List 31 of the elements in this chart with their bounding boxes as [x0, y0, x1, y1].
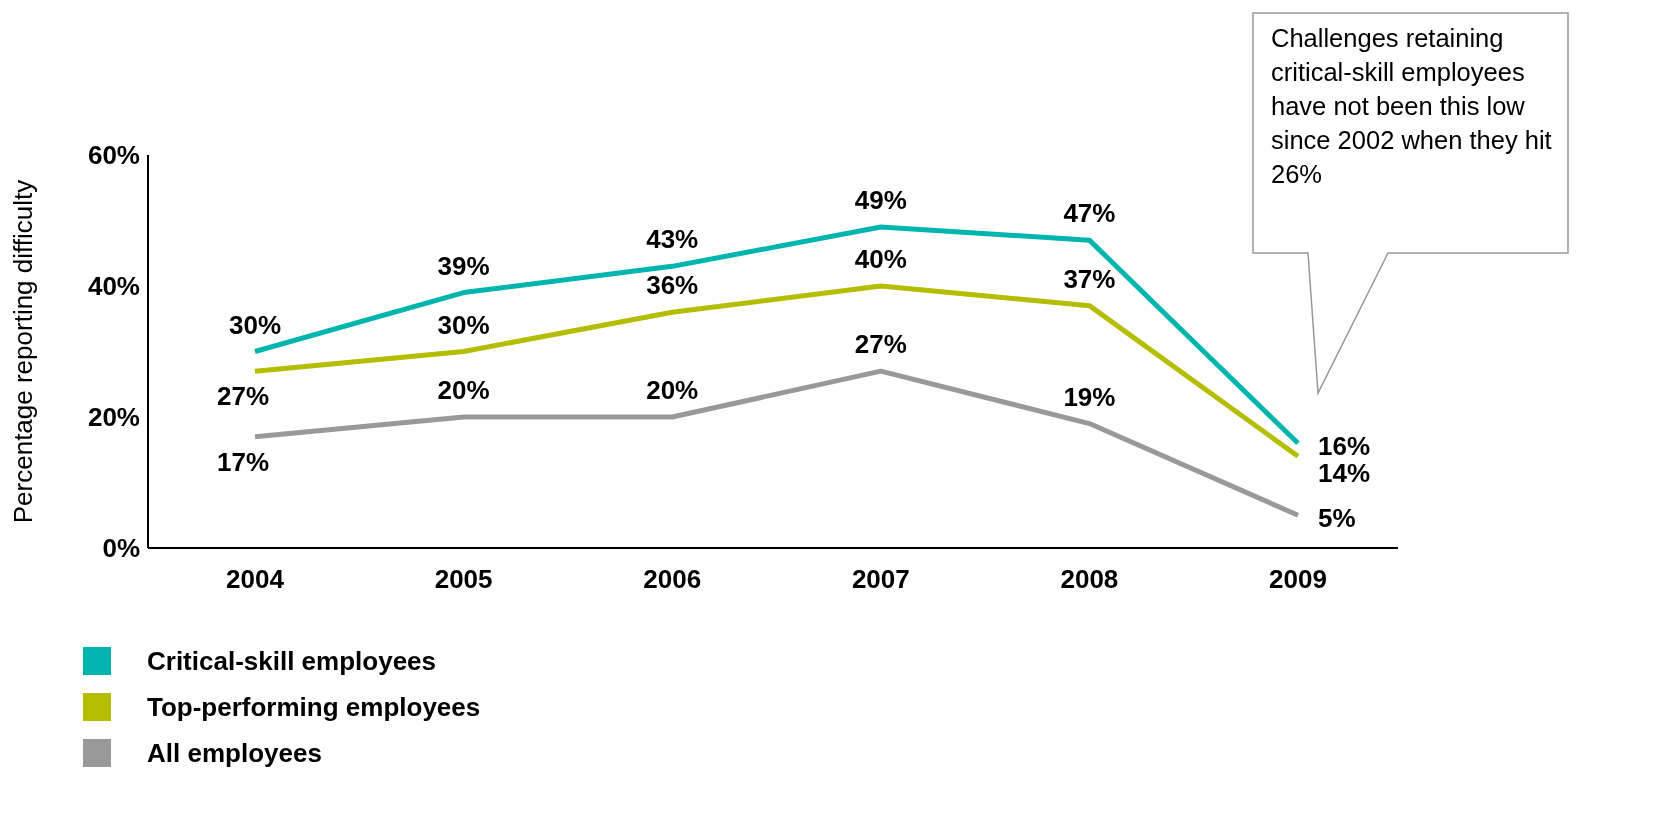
data-label: 49%	[854, 185, 907, 216]
x-tick-label: 2008	[1060, 564, 1119, 595]
x-tick-label: 2009	[1269, 564, 1327, 595]
x-tick-label: 2004	[226, 564, 285, 595]
data-label: 39%	[437, 250, 490, 281]
legend-label: All employees	[147, 737, 322, 769]
data-label: 5%	[1318, 503, 1356, 534]
data-label: 30%	[437, 309, 490, 340]
legend-label: Critical-skill employees	[147, 645, 437, 677]
data-label: 30%	[228, 309, 282, 340]
annotation: Challenges retaining critical-skill employees have not been this low since 2002 when they hit 26%	[1271, 23, 1553, 190]
data-label: 37%	[1063, 263, 1116, 294]
x-tick-label: 2007	[851, 564, 910, 595]
data-label: 43%	[646, 224, 699, 255]
y-tick-label: 20%	[87, 402, 140, 433]
data-label: 19%	[1063, 381, 1116, 412]
data-label: 36%	[646, 270, 699, 301]
y-tick-label: 0%	[102, 533, 140, 564]
data-label: 17%	[216, 446, 270, 477]
data-label: 27%	[854, 329, 907, 360]
y-axis-title: Percentage reporting difficulty	[8, 179, 39, 524]
data-label: 20%	[646, 375, 699, 405]
x-tick-label: 2005	[434, 564, 493, 595]
y-tick-label: 40%	[87, 271, 140, 302]
data-label: 20%	[437, 375, 490, 405]
data-label: 40%	[854, 244, 907, 274]
y-tick-label: 60%	[87, 140, 140, 171]
legend-label: Top-performing employees	[147, 691, 481, 723]
data-label: 47%	[1063, 198, 1116, 229]
data-label: 27%	[216, 381, 270, 412]
x-tick-label: 2006	[643, 564, 702, 595]
